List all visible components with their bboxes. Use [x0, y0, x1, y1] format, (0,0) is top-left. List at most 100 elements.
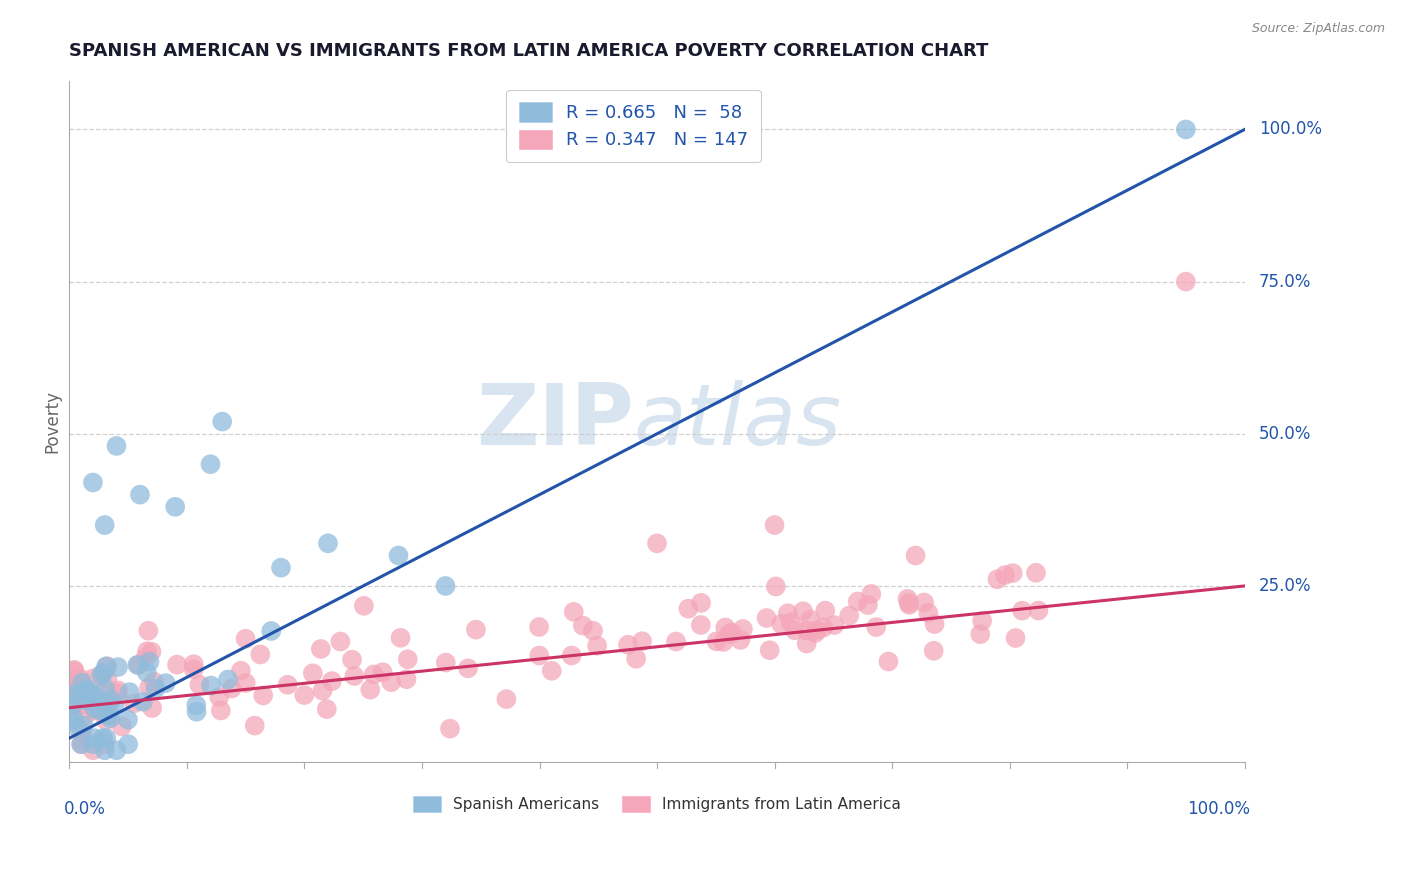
Y-axis label: Poverty: Poverty	[44, 390, 60, 453]
Point	[105, 743, 128, 757]
Point	[128, 657, 150, 672]
Point	[776, 606, 799, 620]
Point	[141, 701, 163, 715]
Point	[758, 643, 780, 657]
Point	[1025, 566, 1047, 580]
Point	[136, 644, 159, 658]
Point	[82, 475, 104, 490]
Point	[713, 635, 735, 649]
Point	[97, 703, 120, 717]
Point	[690, 596, 713, 610]
Point	[1028, 603, 1050, 617]
Point	[353, 599, 375, 613]
Point	[221, 681, 243, 696]
Point	[270, 560, 292, 574]
Point	[823, 618, 845, 632]
Point	[865, 620, 887, 634]
Point	[93, 705, 115, 719]
Point	[755, 611, 778, 625]
Point	[315, 702, 337, 716]
Point	[83, 704, 105, 718]
Point	[141, 645, 163, 659]
Point	[105, 439, 128, 453]
Point	[75, 693, 97, 707]
Point	[321, 674, 343, 689]
Point	[211, 415, 233, 429]
Point	[582, 624, 605, 638]
Point	[186, 698, 208, 712]
Point	[59, 676, 82, 690]
Point	[96, 731, 118, 745]
Point	[73, 690, 96, 705]
Point	[165, 500, 187, 514]
Point	[96, 659, 118, 673]
Point	[82, 743, 104, 757]
Point	[396, 652, 419, 666]
Point	[70, 724, 93, 739]
Text: 25.0%: 25.0%	[1258, 577, 1312, 595]
Point	[70, 675, 93, 690]
Point	[62, 687, 84, 701]
Point	[93, 665, 115, 680]
Point	[107, 683, 129, 698]
Point	[93, 737, 115, 751]
Point	[75, 707, 97, 722]
Point	[134, 651, 156, 665]
Point	[799, 613, 821, 627]
Point	[93, 743, 115, 757]
Point	[714, 620, 737, 634]
Point	[624, 651, 647, 665]
Point	[138, 655, 160, 669]
Point	[986, 572, 1008, 586]
Point	[59, 714, 82, 729]
Point	[292, 688, 315, 702]
Point	[340, 653, 363, 667]
Point	[82, 737, 104, 751]
Point	[143, 674, 166, 689]
Point	[90, 696, 112, 710]
Point	[183, 662, 205, 676]
Point	[792, 604, 814, 618]
Point	[770, 617, 793, 632]
Point	[665, 634, 688, 648]
Point	[83, 731, 105, 745]
Point	[200, 679, 222, 693]
Point	[689, 618, 711, 632]
Point	[1004, 631, 1026, 645]
Point	[186, 705, 208, 719]
Point	[66, 720, 89, 734]
Point	[814, 604, 837, 618]
Point	[69, 672, 91, 686]
Point	[678, 601, 700, 615]
Point	[80, 690, 103, 705]
Point	[127, 657, 149, 672]
Point	[363, 667, 385, 681]
Point	[457, 661, 479, 675]
Point	[60, 678, 83, 692]
Point	[129, 488, 152, 502]
Point	[96, 673, 118, 687]
Point	[132, 695, 155, 709]
Point	[63, 669, 86, 683]
Point	[645, 536, 668, 550]
Point	[100, 692, 122, 706]
Text: atlas: atlas	[634, 380, 842, 463]
Point	[561, 648, 583, 663]
Point	[70, 686, 93, 700]
Point	[70, 675, 93, 690]
Point	[804, 626, 827, 640]
Point	[922, 644, 945, 658]
Point	[209, 704, 232, 718]
Point	[389, 631, 412, 645]
Point	[66, 693, 89, 707]
Point	[107, 660, 129, 674]
Point	[856, 598, 879, 612]
Point	[118, 685, 141, 699]
Point	[586, 639, 609, 653]
Point	[145, 681, 167, 696]
Point	[217, 673, 239, 687]
Point	[117, 713, 139, 727]
Point	[371, 665, 394, 680]
Point	[896, 591, 918, 606]
Point	[62, 711, 84, 725]
